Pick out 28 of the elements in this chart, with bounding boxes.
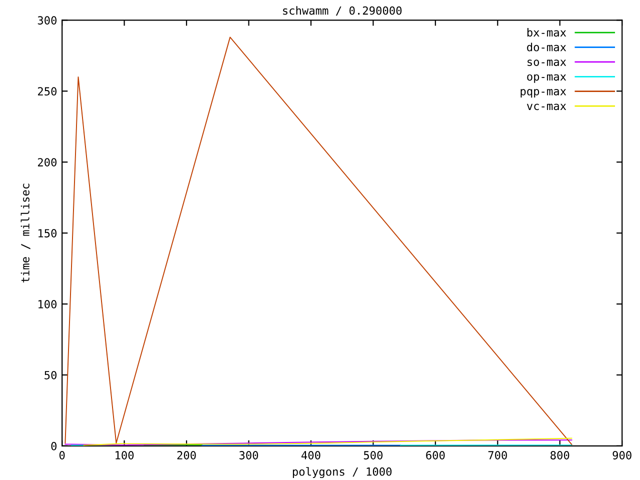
y-tick-label: 50 <box>44 370 56 380</box>
legend-label: bx-max <box>527 28 566 37</box>
y-tick-label: 250 <box>38 87 56 96</box>
y-tick-label: 150 <box>38 229 56 238</box>
legend-label: vc-max <box>526 104 566 110</box>
y-tick-label: 0 <box>51 442 56 450</box>
y-tick-label: 300 <box>38 16 56 25</box>
legend-label: op-max <box>527 74 566 83</box>
x-tick-label: 300 <box>239 451 258 460</box>
line-series <box>83 438 572 446</box>
y-tick-label: 200 <box>38 158 56 166</box>
x-tick-label: 100 <box>116 451 134 460</box>
x-tick-label: 400 <box>301 451 320 460</box>
x-tick-label: 200 <box>177 451 196 460</box>
x-tick-label: 600 <box>426 451 445 460</box>
x-tick-label: 700 <box>488 451 507 460</box>
chart-title: schwamm / 0.290000 <box>283 6 402 16</box>
legend-label: pqp-max <box>520 89 566 98</box>
y-axis-title: time / millisec <box>20 184 30 282</box>
legend-label: so-max <box>528 60 566 66</box>
x-tick-label: 900 <box>612 451 632 460</box>
x-tick-label: 0 <box>59 451 65 460</box>
x-tick-label: 800 <box>550 451 570 460</box>
y-tick-label: 100 <box>38 300 56 308</box>
x-tick-label: 500 <box>364 451 383 460</box>
legend-label: do-max <box>527 42 566 52</box>
x-axis-title: polygons / 1000 <box>292 467 392 478</box>
line-series <box>64 36 572 445</box>
